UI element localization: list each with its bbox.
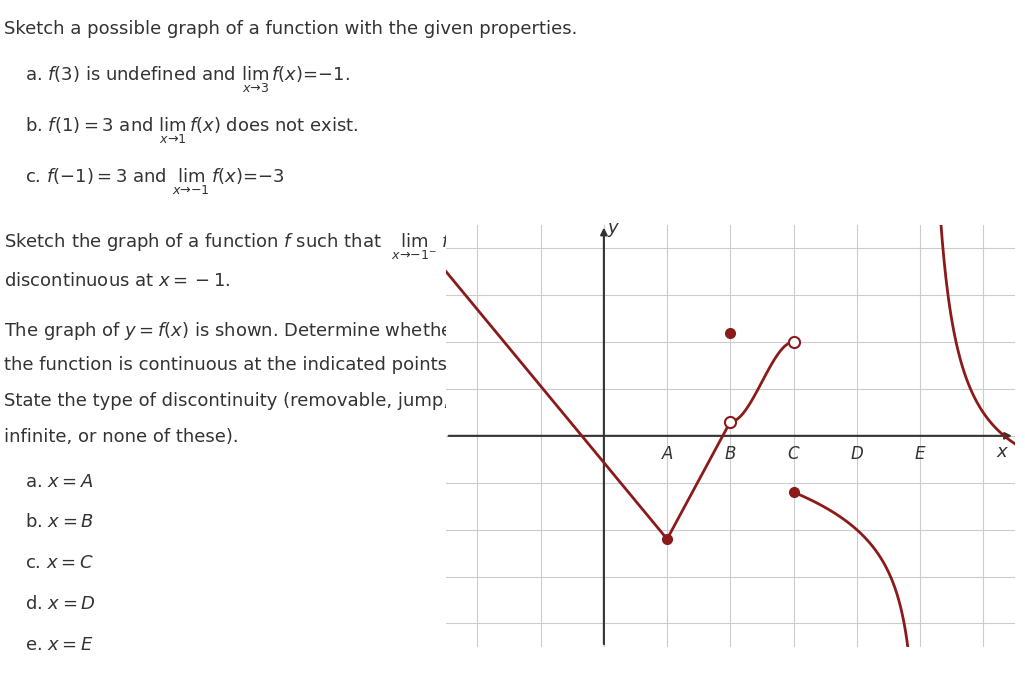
- Text: d. $x = D$: d. $x = D$: [25, 595, 95, 613]
- Text: discontinuous at $x = -1$.: discontinuous at $x = -1$.: [4, 272, 231, 290]
- Text: C: C: [787, 445, 800, 463]
- Text: b. $f(1) = 3$ and $\lim_{x\to 1}\, f(x)$ does not exist.: b. $f(1) = 3$ and $\lim_{x\to 1}\, f(x)$…: [25, 116, 358, 146]
- Text: E: E: [914, 445, 926, 463]
- Text: D: D: [851, 445, 863, 463]
- Text: Sketch a possible graph of a function with the given properties.: Sketch a possible graph of a function wi…: [4, 20, 578, 38]
- Text: a. $x = A$: a. $x = A$: [25, 473, 93, 490]
- Text: The graph of $y = f(x)$ is shown. Determine whether: The graph of $y = f(x)$ is shown. Determ…: [4, 320, 461, 342]
- Text: the function is continuous at the indicated points.: the function is continuous at the indica…: [4, 356, 453, 374]
- Text: b. $x = B$: b. $x = B$: [25, 513, 93, 531]
- Text: $x$: $x$: [996, 443, 1009, 461]
- Text: e. $x = E$: e. $x = E$: [25, 636, 93, 654]
- Text: $y$: $y$: [607, 221, 620, 239]
- Text: a. $f(3)$ is undefined and $\lim_{x\to 3}\, f(x) = -1.$: a. $f(3)$ is undefined and $\lim_{x\to 3…: [25, 65, 350, 95]
- Text: B: B: [725, 445, 736, 463]
- Text: c. $x = C$: c. $x = C$: [25, 554, 93, 572]
- Text: infinite, or none of these).: infinite, or none of these).: [4, 428, 239, 446]
- Text: Sketch the graph of a function $f$ such that  $\lim_{x\to -1^-}\, f(x)$ and  $\l: Sketch the graph of a function $f$ such …: [4, 232, 905, 264]
- Text: c. $f(-1) = 3$ and $\lim_{x\to -1}\, f(x) = -3$: c. $f(-1) = 3$ and $\lim_{x\to -1}\, f(x…: [25, 167, 284, 197]
- Text: State the type of discontinuity (removable, jump,: State the type of discontinuity (removab…: [4, 392, 450, 410]
- Text: A: A: [661, 445, 672, 463]
